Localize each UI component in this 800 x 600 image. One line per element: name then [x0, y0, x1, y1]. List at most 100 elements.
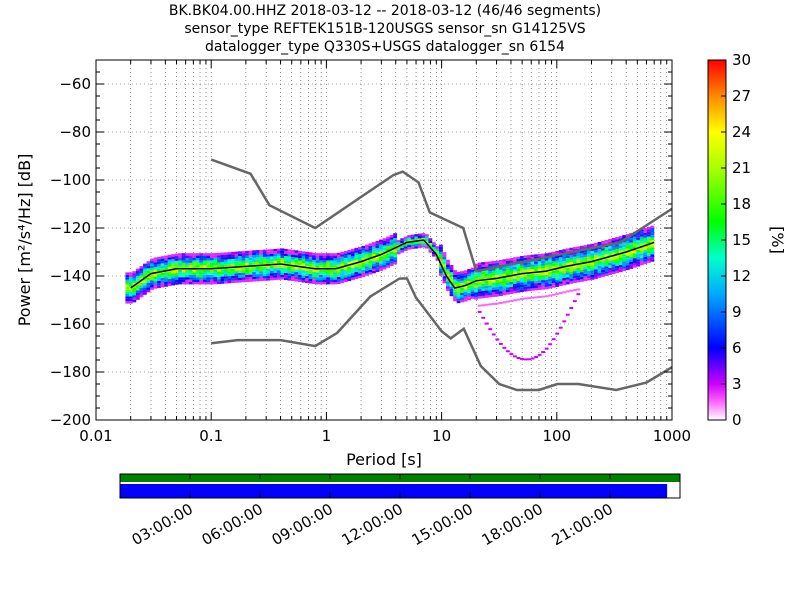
heat-cell	[160, 275, 165, 278]
heat-cell	[266, 270, 271, 274]
heat-cell	[505, 277, 510, 281]
heat-cell	[562, 261, 567, 264]
heat-cell	[639, 238, 644, 242]
heat-cell	[590, 262, 595, 266]
heat-cell	[174, 263, 179, 266]
heat-cell	[192, 253, 197, 256]
heat-cell	[509, 267, 514, 270]
heat-cell	[484, 322, 489, 325]
heat-cell	[608, 248, 612, 251]
heat-cell	[375, 248, 380, 251]
heat-cell	[530, 278, 535, 282]
heat-cell	[298, 260, 302, 263]
heat-cell	[357, 251, 362, 255]
heat-cell	[248, 267, 253, 270]
heat-cell	[520, 357, 524, 360]
heat-cell	[294, 276, 299, 280]
heat-cell	[562, 263, 567, 267]
heat-cell	[248, 253, 253, 256]
heat-cell	[294, 279, 299, 282]
heat-cell	[379, 251, 383, 254]
heat-cell	[537, 266, 542, 269]
heat-cell	[375, 245, 380, 249]
heat-cell	[583, 249, 588, 253]
heat-cell	[128, 291, 133, 294]
heat-cell	[294, 274, 299, 277]
heat-cell	[491, 270, 496, 273]
heat-cell	[509, 277, 514, 280]
heat-cell	[618, 264, 623, 268]
heat-cell	[326, 282, 331, 285]
heat-cell	[255, 257, 260, 260]
heat-cell	[604, 254, 609, 257]
heat-cell	[157, 276, 161, 279]
heat-cell	[252, 267, 257, 270]
heat-cell	[639, 255, 644, 259]
heat-cell	[442, 264, 447, 267]
heat-cell	[632, 260, 637, 263]
colorbar-tick-label: 0	[732, 411, 742, 429]
heat-cell	[622, 247, 627, 250]
title-line-3: datalogger_type Q330S+USGS datalogger_sn…	[205, 39, 565, 55]
heat-cell	[262, 276, 267, 279]
heat-cell	[266, 273, 271, 276]
heat-cell	[206, 274, 211, 278]
heat-cell	[227, 271, 232, 274]
heat-cell	[322, 265, 327, 268]
heat-cell	[336, 252, 341, 256]
heat-cell	[456, 295, 461, 299]
colorbar-tick-label: 18	[732, 195, 751, 213]
heat-cell	[393, 254, 398, 258]
heat-cell	[386, 265, 390, 268]
heat-cell	[467, 297, 472, 301]
heat-cell	[587, 254, 591, 257]
y-tick-label: −160	[50, 315, 91, 333]
heat-cell	[643, 240, 648, 243]
heat-cell	[513, 264, 517, 267]
heat-cell	[357, 268, 362, 271]
heat-cell	[308, 264, 313, 267]
heat-cell	[146, 275, 151, 278]
heat-cell	[372, 266, 376, 269]
heat-cell	[446, 259, 450, 263]
heat-cell	[597, 273, 602, 276]
heat-cell	[227, 268, 232, 272]
heat-cell	[442, 261, 447, 265]
heat-cell	[393, 247, 398, 251]
heat-cell	[150, 275, 154, 278]
heat-cell	[283, 248, 288, 252]
heat-cell	[467, 281, 472, 284]
heat-cell	[185, 270, 190, 273]
heat-cell	[319, 260, 324, 263]
heat-cell	[160, 280, 165, 283]
heat-cell	[629, 264, 634, 267]
heat-cell	[463, 270, 468, 273]
heat-cell	[537, 258, 542, 262]
heat-cell	[135, 295, 140, 298]
heat-cell	[446, 269, 450, 272]
heat-cell	[572, 275, 577, 279]
heat-cell	[202, 282, 207, 285]
heat-cell	[347, 259, 352, 262]
colorbar-tick-label: 24	[732, 123, 751, 141]
heat-cell	[414, 246, 419, 249]
heat-cell	[530, 281, 535, 284]
heat-cell	[523, 279, 528, 282]
heat-cell	[439, 254, 443, 257]
heat-cell	[513, 278, 517, 282]
heat-cell	[150, 268, 154, 271]
heat-cell	[128, 274, 133, 278]
heat-cell	[534, 283, 538, 286]
heat-cell	[315, 262, 320, 266]
heat-cell	[308, 276, 313, 279]
heat-cell	[255, 269, 260, 272]
heat-cell	[269, 251, 274, 254]
heat-cell	[523, 289, 528, 292]
heat-cell	[227, 256, 232, 260]
heat-cell	[354, 247, 359, 251]
heat-cell	[587, 256, 591, 259]
heat-cell	[164, 272, 168, 275]
heat-cell	[333, 253, 338, 256]
heat-cell	[513, 276, 517, 279]
heat-cell	[255, 250, 260, 253]
